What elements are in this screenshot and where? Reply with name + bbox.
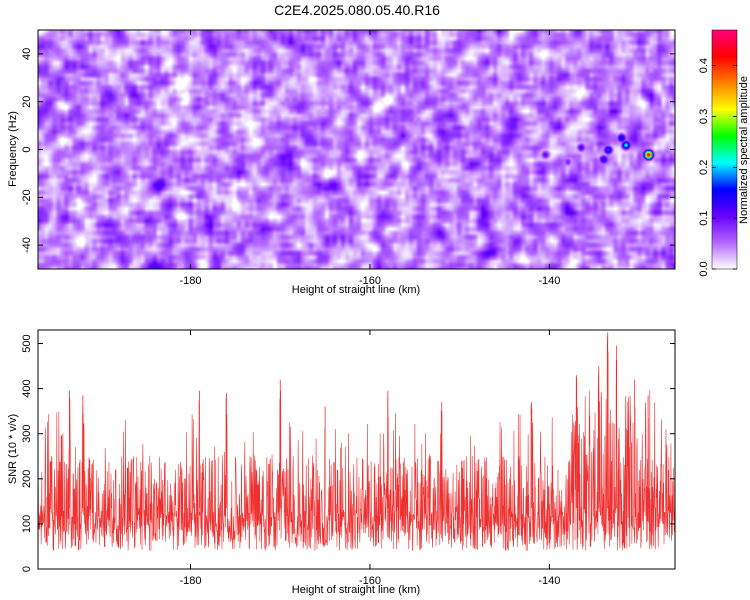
spectrogram-heatmap xyxy=(38,30,675,269)
heatmap-y-tick-label: 40 xyxy=(21,48,33,60)
colorbar-tick-label: 0.4 xyxy=(698,58,710,73)
heatmap-y-tick-label: -20 xyxy=(21,189,33,205)
snr-y-tick-label: 500 xyxy=(21,334,33,352)
colorbar-tick-label: 0.2 xyxy=(698,160,710,175)
snr-x-label: Height of straight line (km) xyxy=(292,584,420,596)
heatmap-x-tick-label: -140 xyxy=(538,275,560,287)
heatmap-y-ticks: -40 -20 0 20 40 xyxy=(21,48,675,253)
heatmap-x-tick-label: -160 xyxy=(359,275,381,287)
colorbar-tick-label: 0.0 xyxy=(698,261,710,276)
heatmap-y-tick-label: -40 xyxy=(21,237,33,253)
snr-y-tick-label: 100 xyxy=(21,515,33,533)
snr-peaks xyxy=(69,332,649,509)
snr-frame xyxy=(37,329,676,570)
colorbar-label: Normalized spectral amplitude xyxy=(738,76,750,224)
heatmap-y-tick-label: 20 xyxy=(21,96,33,108)
spectrogram-panel: -180 -160 -140 -40 -20 0 20 40 Height of strai… xyxy=(7,29,676,296)
colorbar: 0.0 0.1 0.2 0.3 0.4 Normalized spectral ampl… xyxy=(698,29,750,277)
snr-y-ticks: 0 100 200 300 400 500 xyxy=(21,334,675,572)
snr-panel: -180 -160 -140 0 100 200 300 400 500 Height of … xyxy=(7,329,676,596)
snr-y-tick-label: 400 xyxy=(21,379,33,397)
heatmap-canvas-wrap xyxy=(38,30,675,269)
snr-x-ticks: -180 -160 -140 xyxy=(180,330,560,587)
colorbar-tick-label: 0.1 xyxy=(698,211,710,226)
snr-y-tick-label: 300 xyxy=(21,425,33,443)
snr-x-tick-label: -180 xyxy=(180,575,202,587)
heatmap-x-ticks: -180 -160 -140 xyxy=(180,30,560,287)
heatmap-y-tick-label: 0 xyxy=(21,146,33,152)
heatmap-x-label: Height of straight line (km) xyxy=(292,284,420,296)
snr-x-tick-label: -160 xyxy=(359,575,381,587)
heatmap-x-tick-label: -180 xyxy=(180,275,202,287)
snr-y-tick-label: 200 xyxy=(21,470,33,488)
snr-series-line xyxy=(37,336,676,551)
colorbar-gradient xyxy=(712,30,737,269)
heatmap-y-label: Frequency (Hz) xyxy=(7,111,19,187)
figure-title: C2E4.2025.080.05.40.R16 xyxy=(274,2,440,18)
colorbar-ticks: 0.0 0.1 0.2 0.3 0.4 xyxy=(698,58,737,277)
snr-y-tick-label: 0 xyxy=(21,566,33,572)
snr-y-label: SNR (10 * v/v) xyxy=(7,414,19,484)
colorbar-tick-label: 0.3 xyxy=(698,109,710,124)
colorbar-frame xyxy=(711,29,738,270)
snr-x-tick-label: -140 xyxy=(538,575,560,587)
